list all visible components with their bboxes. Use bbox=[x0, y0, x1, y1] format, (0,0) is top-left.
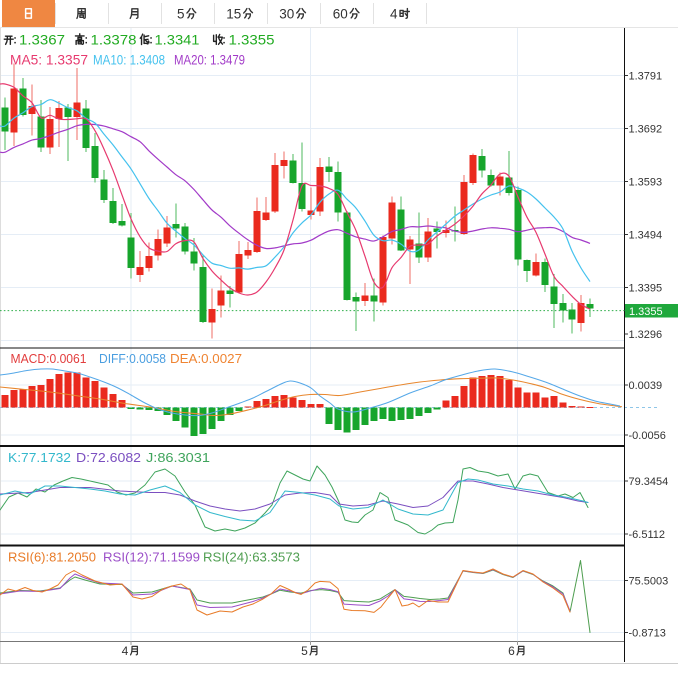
svg-text:1.3355: 1.3355 bbox=[229, 33, 275, 48]
svg-text:RSI(24):63.3573: RSI(24):63.3573 bbox=[203, 550, 300, 565]
svg-text:-0.0056: -0.0056 bbox=[629, 430, 666, 442]
svg-text:15: 15 bbox=[226, 7, 241, 22]
svg-text:1.3494: 1.3494 bbox=[629, 229, 663, 241]
svg-text:K:77.1732: K:77.1732 bbox=[8, 450, 71, 465]
svg-text:6: 6 bbox=[508, 644, 515, 658]
svg-text:MACD:0.0061: MACD:0.0061 bbox=[11, 351, 87, 366]
svg-text:5: 5 bbox=[301, 644, 308, 658]
svg-text:1.3791: 1.3791 bbox=[629, 70, 663, 82]
svg-text:4: 4 bbox=[390, 7, 398, 22]
svg-text:1.3341: 1.3341 bbox=[155, 33, 200, 48]
svg-text:75.5003: 75.5003 bbox=[629, 575, 669, 587]
svg-text:1.3355: 1.3355 bbox=[629, 306, 663, 318]
svg-text:1.3593: 1.3593 bbox=[629, 176, 663, 188]
svg-text:MA20: 1.3479: MA20: 1.3479 bbox=[174, 53, 245, 68]
svg-text:D:72.6082: D:72.6082 bbox=[76, 450, 141, 465]
svg-text:-0.8713: -0.8713 bbox=[629, 627, 666, 639]
svg-text:1.3296: 1.3296 bbox=[629, 329, 663, 341]
svg-text:J:86.3031: J:86.3031 bbox=[146, 450, 210, 465]
svg-text:-6.5112: -6.5112 bbox=[629, 529, 666, 541]
svg-text:1.3378: 1.3378 bbox=[91, 33, 137, 48]
svg-text:RSI(12):71.1599: RSI(12):71.1599 bbox=[103, 550, 200, 565]
svg-text:1.3395: 1.3395 bbox=[629, 282, 663, 294]
svg-text:MA5: 1.3357: MA5: 1.3357 bbox=[10, 53, 88, 68]
svg-text:5: 5 bbox=[177, 7, 185, 22]
svg-text:4: 4 bbox=[122, 644, 129, 658]
svg-text:DIFF:0.0058: DIFF:0.0058 bbox=[99, 351, 166, 366]
svg-text:1.3367: 1.3367 bbox=[19, 33, 65, 48]
svg-text:0.0039: 0.0039 bbox=[629, 380, 663, 392]
svg-text:RSI(6):81.2050: RSI(6):81.2050 bbox=[8, 550, 96, 565]
svg-text:1.3692: 1.3692 bbox=[629, 123, 663, 135]
svg-text:30: 30 bbox=[279, 7, 294, 22]
svg-text:MA10: 1.3408: MA10: 1.3408 bbox=[93, 53, 165, 68]
svg-text:DEA:0.0027: DEA:0.0027 bbox=[170, 351, 242, 366]
svg-text:60: 60 bbox=[333, 7, 348, 22]
svg-text:79.3454: 79.3454 bbox=[629, 476, 669, 488]
